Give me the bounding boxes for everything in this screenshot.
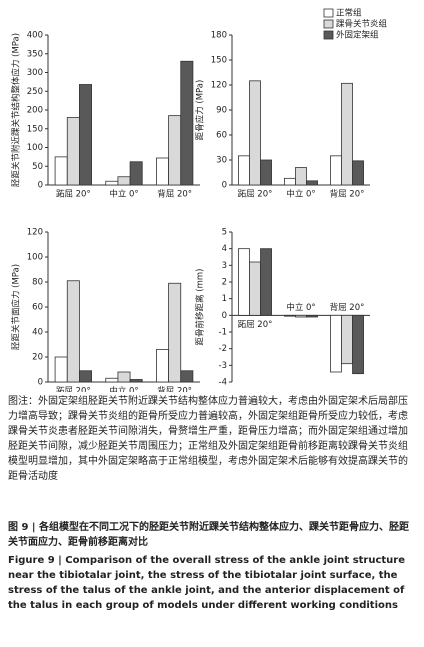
legend-label: 正常组 — [336, 8, 362, 19]
y-tick-label: 80 — [32, 278, 43, 288]
bar — [238, 155, 250, 186]
bar — [238, 248, 250, 316]
bar — [117, 176, 131, 186]
y-tick-label: 350 — [27, 49, 43, 59]
x-tick-label: 跖屈 20° — [238, 190, 273, 200]
y-tick-label: 150 — [211, 56, 227, 66]
bar — [295, 167, 307, 186]
bar — [66, 117, 80, 186]
x-tick-label: 背屈 20° — [330, 302, 365, 313]
bar — [352, 160, 364, 186]
bar — [352, 314, 364, 375]
bar — [249, 80, 261, 186]
bar — [341, 314, 353, 365]
bar — [105, 377, 119, 383]
bar — [129, 161, 143, 186]
y-tick-label: 90 — [216, 106, 227, 116]
y-tick-label: 200 — [27, 106, 43, 116]
bar — [180, 60, 194, 186]
y-tick-label: 300 — [27, 68, 43, 78]
caption-title-en: Figure 9 | Comparison of the overall str… — [8, 555, 406, 611]
y-tick-label: -1 — [219, 328, 227, 338]
caption-title-cn: 图 9 | 各组模型在不同工况下的胫距关节附近踝关节结构整体应力、踝关节距骨应力… — [8, 522, 410, 548]
bar — [156, 157, 169, 186]
bar — [79, 84, 92, 186]
x-tick-label: 跖屈 20° — [56, 387, 91, 393]
bar — [105, 180, 119, 186]
bar — [330, 155, 342, 186]
y-tick-label: 20 — [32, 353, 43, 363]
y-tick-label: 3 — [222, 261, 227, 271]
x-tick-label: 背屈 20° — [330, 189, 365, 200]
y-tick-label: 4 — [222, 244, 227, 254]
bar — [180, 370, 194, 383]
bar — [79, 370, 92, 383]
bar — [330, 314, 342, 373]
y-tick-label: 60 — [216, 131, 227, 141]
bar — [341, 82, 353, 186]
legend-swatch — [323, 19, 334, 29]
y-tick-label: 120 — [211, 81, 227, 91]
y-tick-label: 5 — [222, 228, 227, 238]
bar — [306, 314, 318, 318]
y-tick-label: 1 — [222, 294, 227, 304]
bar — [66, 280, 80, 383]
caption-note: 图注：外固定架组胫距关节附近踝关节结构整体应力普遍较大，考虑由外固定架术后局部压… — [8, 396, 408, 482]
y-tick-label: 100 — [27, 253, 43, 263]
y-tick-label: 0 — [222, 311, 227, 321]
bar — [284, 314, 296, 317]
y-tick-label: 60 — [32, 303, 43, 313]
bar — [260, 248, 272, 316]
bar — [260, 159, 272, 186]
legend-swatch — [323, 8, 334, 18]
bar — [295, 314, 307, 318]
y-tick-label: 0 — [38, 181, 43, 191]
y-tick-label: 50 — [32, 162, 43, 172]
bar — [54, 156, 68, 186]
y-tick-label: 0 — [38, 378, 43, 388]
y-tick-label: -4 — [219, 378, 227, 388]
x-tick-label: 背屈 20° — [157, 386, 192, 393]
y-tick-label: 180 — [211, 31, 227, 41]
y-tick-label: 400 — [27, 31, 43, 41]
bar — [156, 349, 169, 383]
bar — [306, 180, 318, 186]
x-tick-label: 背屈 20° — [157, 189, 192, 200]
y-tick-label: 100 — [27, 143, 43, 153]
y-axis-label: 胫距关节面应力 (MPa) — [11, 264, 22, 350]
legend-label: 外固定架组 — [336, 30, 379, 41]
legend-swatch — [323, 30, 334, 40]
y-tick-label: 250 — [27, 87, 43, 97]
x-tick-label: 跖屈 20° — [238, 320, 273, 330]
bar — [249, 261, 261, 316]
bar — [54, 356, 68, 383]
x-tick-label: 中立 0° — [286, 302, 315, 313]
y-axis-label: 胫距关节附近踝关节结构整体应力 (MPa) — [11, 33, 22, 187]
y-tick-label: 2 — [222, 278, 227, 288]
legend-label: 踝骨关节炎组 — [336, 19, 388, 30]
y-tick-label: 40 — [32, 328, 43, 338]
y-axis-label: 距骨前移距离 (mm) — [195, 269, 206, 346]
y-tick-label: 120 — [27, 228, 43, 238]
y-axis-label: 距骨应力 (MPa) — [195, 80, 206, 141]
bar — [117, 371, 131, 383]
bar — [129, 379, 143, 383]
x-tick-label: 中立 0° — [286, 189, 315, 200]
bar — [284, 177, 296, 186]
y-tick-label: 150 — [27, 124, 43, 134]
bar — [168, 115, 182, 186]
bar — [168, 282, 182, 383]
x-tick-label: 中立 0° — [109, 386, 138, 393]
y-tick-label: 30 — [216, 156, 227, 166]
x-tick-label: 中立 0° — [109, 189, 138, 200]
x-tick-label: 跖屈 20° — [56, 190, 91, 200]
y-tick-label: -2 — [219, 344, 227, 354]
figure: 050100150200250300350400胫距关节附近踝关节结构整体应力 … — [11, 8, 388, 393]
y-tick-label: 0 — [222, 181, 227, 191]
y-tick-label: -3 — [219, 361, 227, 371]
